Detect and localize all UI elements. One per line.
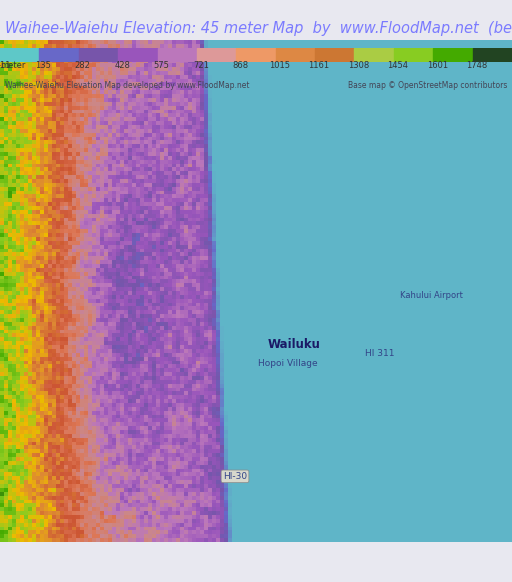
Bar	[433, 48, 473, 62]
Text: 282: 282	[75, 61, 91, 70]
Text: Base map © OpenStreetMap contributors: Base map © OpenStreetMap contributors	[348, 81, 507, 90]
Bar	[275, 48, 315, 62]
Text: 721: 721	[193, 61, 209, 70]
Text: Waihee-Waiehu Elevation: 45 meter Map  by  www.FloodMap.net  (beta): Waihee-Waiehu Elevation: 45 meter Map by…	[5, 22, 512, 37]
Text: 1308: 1308	[348, 61, 369, 70]
Text: HI-30: HI-30	[223, 472, 247, 481]
Bar	[354, 48, 394, 62]
Text: Kahului Airport: Kahului Airport	[400, 292, 463, 300]
Text: 1601: 1601	[426, 61, 447, 70]
Text: -11: -11	[0, 61, 11, 70]
Bar	[237, 48, 275, 62]
Text: 428: 428	[114, 61, 130, 70]
Text: HI 311: HI 311	[365, 349, 395, 359]
Text: 868: 868	[232, 61, 248, 70]
Text: Hopoi Village: Hopoi Village	[258, 359, 317, 368]
Text: 1748: 1748	[466, 61, 487, 70]
Bar	[394, 48, 433, 62]
Bar	[79, 48, 118, 62]
Text: 1161: 1161	[308, 61, 330, 70]
Text: Waihee-Waiehu Elevation Map developed by www.FloodMap.net: Waihee-Waiehu Elevation Map developed by…	[5, 81, 250, 90]
Text: 1015: 1015	[269, 61, 290, 70]
Bar	[39, 48, 79, 62]
Text: 135: 135	[35, 61, 51, 70]
Text: 575: 575	[154, 61, 169, 70]
Bar	[118, 48, 158, 62]
Bar	[0, 48, 39, 62]
Text: 1454: 1454	[387, 61, 408, 70]
Bar	[197, 48, 237, 62]
Bar	[158, 48, 197, 62]
Text: meter: meter	[0, 61, 26, 70]
Text: Wailuku: Wailuku	[268, 338, 321, 350]
Bar	[473, 48, 512, 62]
Bar	[315, 48, 354, 62]
